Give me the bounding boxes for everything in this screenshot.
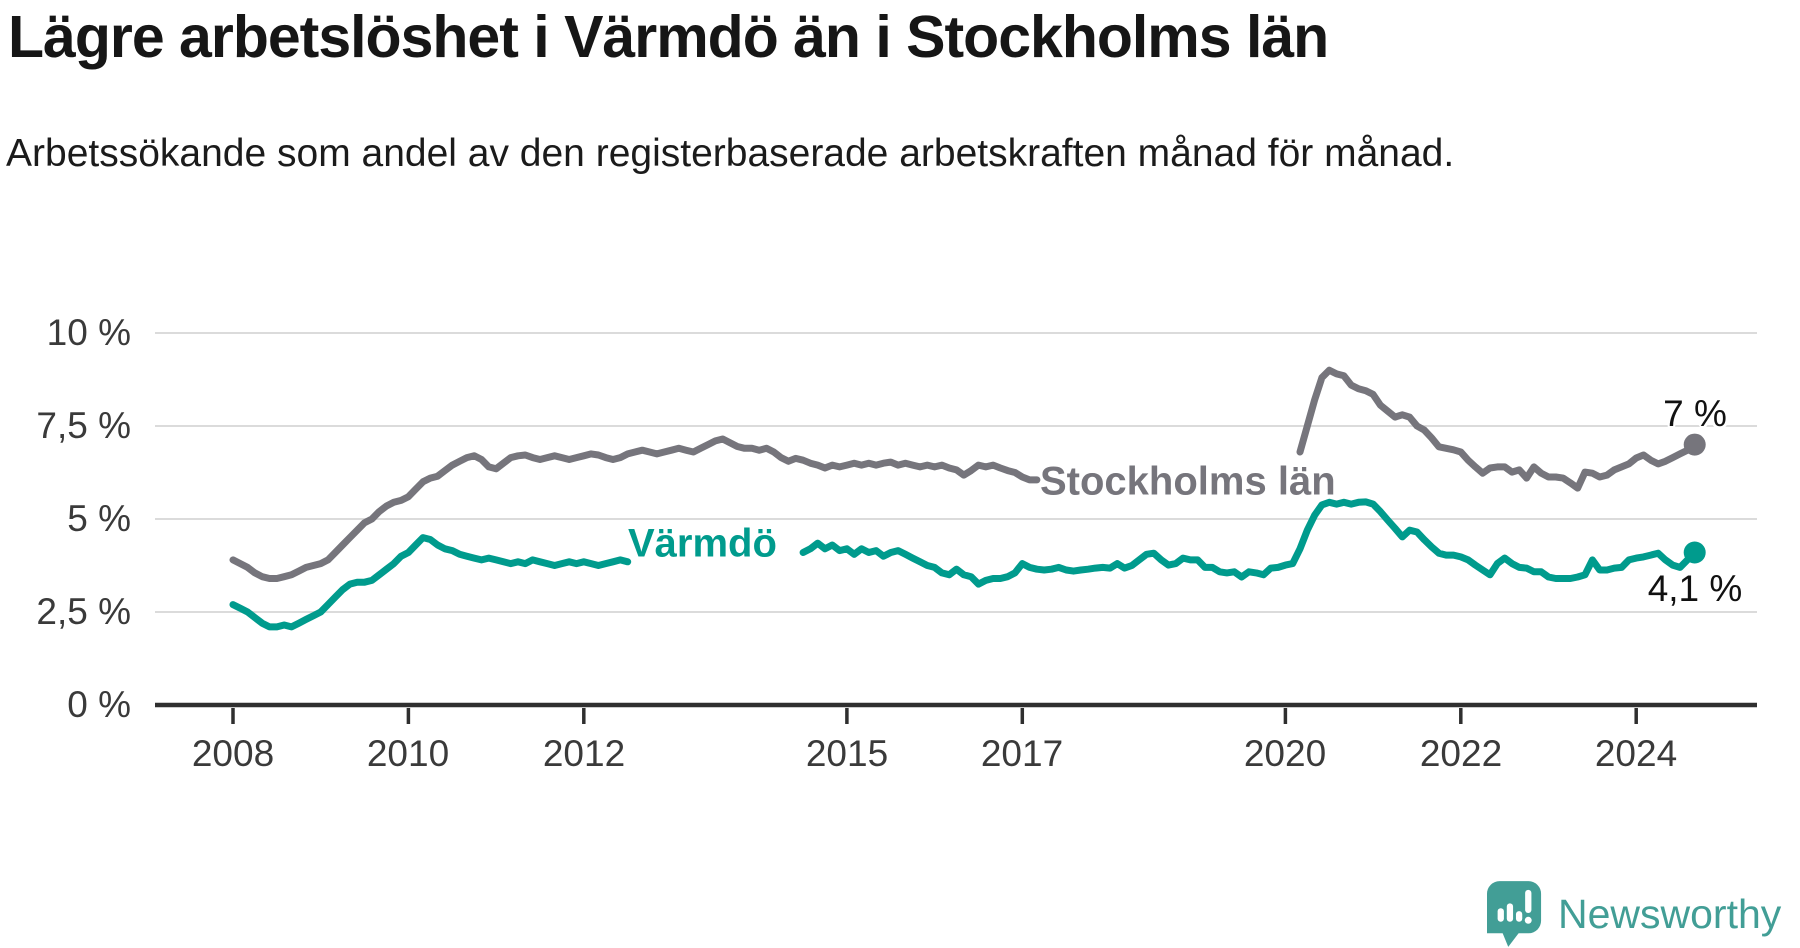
x-axis-label-2017: 2017 — [980, 733, 1064, 774]
gridlines — [155, 332, 1757, 613]
logo-exclamation-dot — [1524, 916, 1532, 924]
brand-name: Newsworthy — [1558, 890, 1782, 937]
x-axis-label-2024: 2024 — [1594, 733, 1678, 774]
series-lines — [229, 366, 1699, 631]
end-dots — [1683, 433, 1706, 564]
series-label-varmdo: Värmdö — [628, 521, 777, 566]
stockholm-line-seg1 — [229, 435, 1041, 582]
y-axis-label-2-5: 2,5 % — [36, 591, 131, 632]
newsworthy-logo: Newsworthy — [1487, 880, 1781, 948]
tick-marks — [231, 708, 1638, 724]
stockholm-line-seg2 — [1296, 366, 1699, 492]
stockholm-end-dot — [1683, 433, 1706, 456]
logo-bar-1 — [1497, 908, 1504, 922]
y-axis-label-5: 5 % — [67, 498, 131, 539]
page-title: Lägre arbetslöshet i Värmdö än i Stockho… — [8, 4, 1329, 70]
logo-bar-2 — [1506, 903, 1514, 922]
logo-exclamation-bar — [1525, 889, 1532, 914]
y-axis-label-7-5: 7,5 % — [36, 405, 131, 446]
page-subtitle: Arbetssökande som andel av den registerb… — [6, 132, 1455, 175]
varmdo-line-seg1 — [229, 534, 632, 631]
x-axis-label-2020: 2020 — [1243, 733, 1327, 774]
logo-bar-3 — [1515, 911, 1523, 922]
y-axis-label-10: 10 % — [46, 312, 131, 353]
y-axis-label-0: 0 % — [67, 684, 131, 725]
speech-bubble-tail — [1501, 930, 1521, 947]
x-axis-label-2010: 2010 — [366, 733, 450, 774]
x-axis-label-2015: 2015 — [805, 733, 889, 774]
series-label-stockholm: Stockholms län — [1040, 459, 1336, 504]
varmdo-line-seg2 — [799, 498, 1699, 588]
end-value-varmdo: 4,1 % — [1647, 568, 1743, 609]
x-axis-label-2008: 2008 — [191, 733, 275, 774]
end-value-stockholm: 7 % — [1663, 393, 1727, 434]
speech-bubble-shape — [1487, 881, 1542, 934]
varmdo-end-dot — [1683, 541, 1706, 564]
x-axis-label-2012: 2012 — [542, 733, 626, 774]
newsworthy-speech-bubble-chart-icon — [1487, 881, 1542, 947]
x-axis-label-2022: 2022 — [1419, 733, 1503, 774]
